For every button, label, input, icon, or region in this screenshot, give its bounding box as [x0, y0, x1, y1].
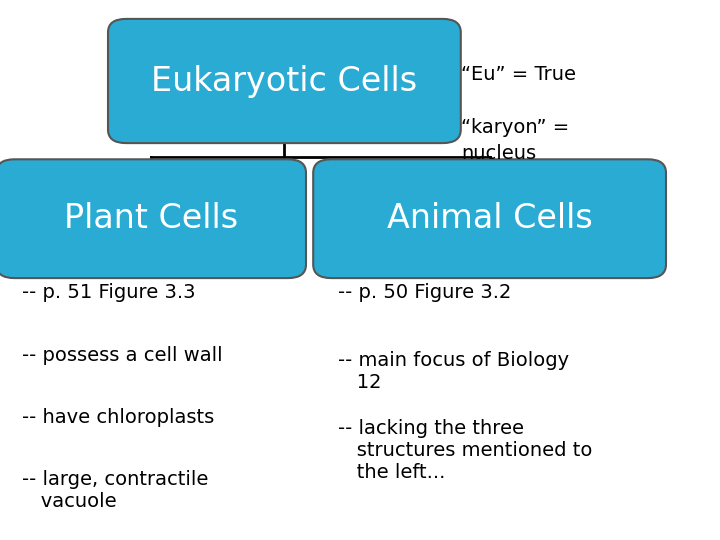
FancyBboxPatch shape	[0, 159, 306, 278]
Text: -- possess a cell wall: -- possess a cell wall	[22, 346, 222, 365]
FancyBboxPatch shape	[108, 19, 461, 143]
Text: -- have chloroplasts: -- have chloroplasts	[22, 408, 214, 427]
Text: Plant Cells: Plant Cells	[64, 202, 238, 235]
FancyBboxPatch shape	[313, 159, 666, 278]
Text: Animal Cells: Animal Cells	[387, 202, 593, 235]
Text: -- main focus of Biology
   12: -- main focus of Biology 12	[338, 351, 570, 392]
Text: -- p. 51 Figure 3.3: -- p. 51 Figure 3.3	[22, 284, 195, 302]
Text: “Eu” = True

“karyon” =
nucleus: “Eu” = True “karyon” = nucleus	[461, 65, 576, 163]
Text: -- p. 50 Figure 3.2: -- p. 50 Figure 3.2	[338, 284, 512, 302]
Text: -- large, contractile
   vacuole: -- large, contractile vacuole	[22, 470, 208, 511]
Text: Eukaryotic Cells: Eukaryotic Cells	[151, 64, 418, 98]
Text: -- lacking the three
   structures mentioned to
   the left...: -- lacking the three structures mentione…	[338, 418, 593, 482]
